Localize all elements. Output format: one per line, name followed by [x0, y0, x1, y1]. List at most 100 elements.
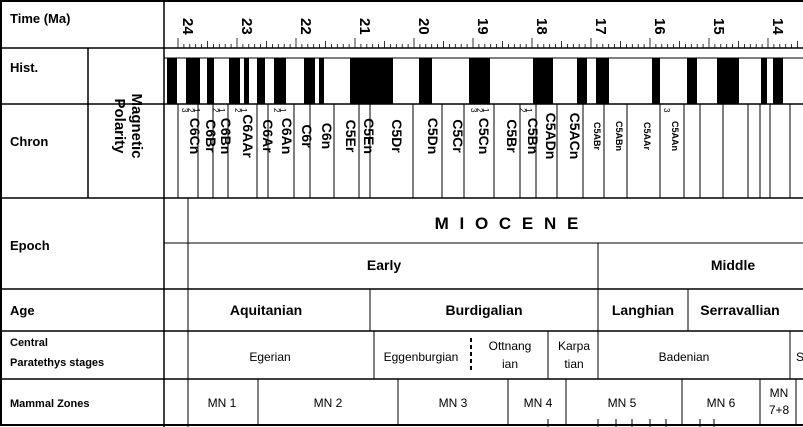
stage-ottnang-2: ian: [502, 357, 518, 371]
polarity-normal-bar: [717, 58, 739, 104]
time-tick-label: 16: [651, 18, 668, 35]
chron-sub-label: 2: [272, 108, 281, 113]
polarity-normal-bar: [533, 58, 553, 104]
stage-badenian: Badenian: [659, 350, 710, 364]
zone-mn6: MN 6: [707, 396, 736, 410]
polarity-normal-bar: [469, 58, 490, 104]
age-burdigalian: Burdigalian: [445, 302, 522, 318]
time-tick-label: 15: [710, 18, 727, 35]
time-tick-label: 17: [592, 18, 609, 35]
chron-label-C6Bn: C6Bn: [218, 118, 234, 155]
chron-label-C5Dn: C5Dn: [425, 118, 441, 155]
zone-mn78-2: 7+8: [769, 403, 790, 417]
paratethys-label-2: Paratethys stages: [10, 357, 104, 369]
chron-label-C6An: C6An: [279, 118, 295, 155]
time-tick-label: 19: [474, 18, 491, 35]
epoch-label: Epoch: [10, 238, 50, 253]
chron-label-C5ADn: C5ADn: [543, 113, 559, 160]
age-serravallian: Serravallian: [700, 302, 779, 318]
stage-karpatian: Karpa: [558, 339, 590, 353]
polarity-label: Magnetic: [128, 93, 145, 158]
zone-mn78: MN: [770, 386, 789, 400]
polarity-normal-bar: [257, 58, 265, 104]
chron-label-C5En: C5En: [361, 118, 377, 154]
chron-label-C6n: C6n: [319, 123, 335, 149]
chron-label-C5ABr: C5ABr: [592, 122, 602, 151]
time-tick-label: 20: [415, 18, 432, 35]
chron-label-C6r: C6r: [299, 124, 315, 148]
zone-mn4: MN 4: [524, 396, 553, 410]
paratethys-label: Central: [10, 337, 48, 349]
polarity-normal-bar: [652, 58, 660, 104]
chron-sub-label: 1: [524, 108, 533, 113]
polarity-normal-bar: [350, 58, 393, 104]
polarity-normal-bar: [687, 58, 697, 104]
polarity-normal-bar: [596, 58, 609, 104]
chron-sub-label: 2: [186, 108, 195, 113]
polarity-normal-bar: [419, 58, 432, 104]
polarity-normal-bar: [274, 58, 286, 104]
stage-ottnang: Ottnang: [489, 339, 532, 353]
age-aquitanian: Aquitanian: [230, 302, 302, 318]
polarity-normal-bar: [577, 58, 587, 104]
chron-label-C5Cr: C5Cr: [450, 119, 466, 153]
polarity-label-2: Polarity: [111, 98, 128, 154]
chron-sub-label: 3: [469, 108, 478, 113]
zone-mn3: MN 3: [439, 396, 468, 410]
age-label: Age: [10, 303, 35, 318]
chron-label-C6AAr: C6AAr: [240, 114, 256, 158]
chron-label-C5AAn: C5AAn: [670, 121, 680, 151]
chron-label: Chron: [10, 134, 48, 149]
chron-label-C6Br: C6Br: [203, 119, 219, 153]
chron-sub-label: 1: [192, 108, 201, 113]
stage-egerian: Egerian: [249, 350, 290, 364]
chron-sub-label: 1: [239, 108, 248, 113]
chron-label-C6Ar: C6Ar: [260, 119, 276, 153]
chron-sub-label: 1: [481, 108, 490, 113]
time-tick-label: 21: [356, 18, 373, 35]
time-tick-label: 14: [769, 18, 786, 35]
chron-sub-label: 2: [233, 108, 242, 113]
chron-sub-label: 3: [180, 108, 189, 113]
polarity-normal-bar: [773, 58, 783, 104]
zone-mn1: MN 1: [208, 396, 237, 410]
time-label: Time (Ma): [10, 11, 70, 26]
polarity-normal-bar: [244, 58, 249, 104]
age-langhian: Langhian: [612, 302, 674, 318]
mammal-label: Mammal Zones: [10, 398, 89, 410]
chron-sub-label: 1: [217, 108, 226, 113]
zone-mn2: MN 2: [314, 396, 343, 410]
hist-label: Hist.: [10, 60, 38, 75]
chron-label-C5Dr: C5Dr: [389, 119, 405, 153]
chron-sub-label: 3: [662, 108, 671, 113]
polarity-normal-bar: [186, 58, 200, 104]
epoch-middle: Middle: [711, 257, 756, 273]
chron-label-C5Cn: C5Cn: [476, 118, 492, 155]
chron-label-C5AAr: C5AAr: [642, 122, 652, 151]
chron-sub-label: 2: [211, 108, 220, 113]
polarity-normal-bar: [207, 58, 214, 104]
zone-mn5: MN 5: [608, 396, 637, 410]
chron-label-C5Bn: C5Bn: [525, 118, 541, 155]
chron-label-C5Br: C5Br: [504, 119, 520, 153]
polarity-normal-bar: [319, 58, 324, 104]
epoch-early: Early: [367, 257, 401, 273]
time-tick-label: 18: [533, 18, 550, 35]
stage-eggenburgian: Eggenburgian: [384, 350, 459, 364]
chron-label-C5Er: C5Er: [343, 120, 359, 153]
stage-s: S: [796, 350, 803, 364]
polarity-normal-bar: [761, 58, 767, 104]
chron-sub-label: 2: [475, 108, 484, 113]
chron-label-C5ABn: C5ABn: [614, 121, 624, 151]
chron-label-C6Cn: C6Cn: [187, 118, 203, 155]
epoch-name: M I O C E N E: [435, 214, 582, 233]
stage-karpatian-2: tian: [564, 357, 583, 371]
chron-sub-label: 1: [278, 108, 287, 113]
chron-label-C5ACn: C5ACn: [567, 113, 583, 160]
chron-sub-label: 2: [518, 108, 527, 113]
polarity-normal-bar: [167, 58, 177, 104]
time-tick-label: 22: [297, 18, 314, 35]
time-tick-label: 24: [179, 18, 196, 35]
